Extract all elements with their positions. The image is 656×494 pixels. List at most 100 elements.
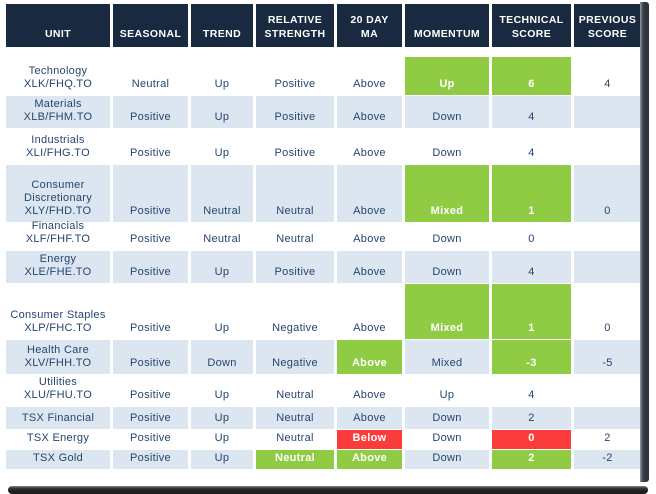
unit-name: Materials: [34, 98, 82, 110]
rs-cell: Negative: [256, 284, 334, 339]
unit-name: Financials: [31, 220, 85, 232]
header-cell-rs: RELATIVE STRENGTH: [256, 4, 334, 47]
unit-cell: Health Care XLV/FHH.TO: [6, 340, 110, 374]
trend-cell: Neutral: [191, 223, 253, 250]
trend-cell: Down: [191, 340, 253, 374]
unit-ticker: XLY/FHD.TO: [24, 205, 92, 217]
rs-cell: Neutral: [256, 430, 334, 449]
table-row: Consumer Staples XLP/FHC.TO Positive Up Nega…: [6, 284, 641, 339]
unit-cell: Industrials XLI/FHG.TO: [6, 129, 110, 164]
ma-cell: Above: [337, 450, 402, 469]
mom-cell: Down: [405, 251, 489, 283]
prev-cell: [574, 223, 641, 250]
mom-cell: Up: [405, 375, 489, 406]
mom-cell: Mixed: [405, 340, 489, 374]
unit-ticker: XLP/FHC.TO: [24, 322, 92, 334]
ma-cell: Above: [337, 48, 402, 95]
prev-cell: [574, 407, 641, 429]
header-label: MA: [360, 28, 379, 40]
ma-cell: Below: [337, 430, 402, 449]
tech-cell: 4: [492, 375, 571, 406]
table-row: Technology XLK/FHQ.TO Neutral Up Positive Abo…: [6, 48, 641, 95]
rs-cell: Neutral: [256, 407, 334, 429]
header-label: STRENGTH: [264, 28, 326, 40]
unit-cell: Financials XLF/FHF.TO: [6, 220, 110, 250]
ma-cell: Above: [337, 284, 402, 339]
header-label: UNIT: [44, 28, 72, 40]
trend-cell: Up: [191, 129, 253, 164]
header-label: RELATIVE: [267, 14, 323, 26]
unit-name: TSX Energy: [26, 432, 90, 444]
prev-cell: [574, 129, 641, 164]
prev-cell: -2: [574, 450, 641, 469]
unit-cell: Technology XLK/FHQ.TO: [6, 48, 110, 95]
header-cell-unit: UNIT: [6, 4, 110, 47]
seasonal-cell: Positive: [113, 165, 188, 222]
tech-cell: 2: [492, 407, 571, 429]
unit-ticker: XLK/FHQ.TO: [23, 78, 93, 90]
window-bottom-bar: [8, 486, 648, 494]
header-label: TREND: [202, 28, 242, 40]
unit-name: TSX Financial: [21, 412, 95, 424]
table-header-row: UNIT SEASONAL TREND RELATIVE STRENGTH 20 DAY M…: [6, 4, 641, 47]
window-right-edge-bar: [640, 2, 649, 482]
trend-cell: Up: [191, 430, 253, 449]
unit-ticker: XLB/FHM.TO: [23, 111, 93, 123]
tech-cell: 0: [492, 430, 571, 449]
table-row: Financials XLF/FHF.TO Positive Neutral Neutr…: [6, 220, 641, 250]
unit-cell: Materials XLB/FHM.TO: [6, 96, 110, 128]
mom-cell: Down: [405, 223, 489, 250]
unit-cell: TSX Gold: [6, 450, 110, 469]
ma-cell: Above: [337, 165, 402, 222]
header-cell-mom: MOMENTUM: [405, 4, 489, 47]
rs-cell: Negative: [256, 340, 334, 374]
table-body: Technology XLK/FHQ.TO Neutral Up Positive Abo…: [6, 48, 641, 469]
seasonal-cell: Positive: [113, 340, 188, 374]
header-label: SEASONAL: [119, 28, 182, 40]
trend-cell: Up: [191, 48, 253, 95]
unit-cell: Energy XLE/FHE.TO: [6, 251, 110, 283]
tech-cell: 6: [492, 48, 571, 95]
mom-cell: Down: [405, 129, 489, 164]
mom-cell: Up: [405, 48, 489, 95]
prev-cell: 0: [574, 165, 641, 222]
seasonal-cell: Neutral: [113, 48, 188, 95]
header-label: PREVIOUS: [578, 14, 637, 26]
trend-cell: Neutral: [191, 165, 253, 222]
prev-cell: [574, 251, 641, 283]
unit-name: Discretionary: [23, 192, 93, 204]
seasonal-cell: Positive: [113, 251, 188, 283]
unit-ticker: XLF/FHF.TO: [25, 233, 91, 245]
ma-cell: Above: [337, 96, 402, 128]
tech-cell: 1: [492, 284, 571, 339]
prev-cell: [574, 96, 641, 128]
seasonal-cell: Positive: [113, 407, 188, 429]
header-cell-seasonal: SEASONAL: [113, 4, 188, 47]
table-row: Utilities XLU/FHU.TO Positive Up Neutral Abov…: [6, 375, 641, 406]
seasonal-cell: Positive: [113, 430, 188, 449]
header-label: SCORE: [511, 28, 552, 40]
ma-cell: Above: [337, 223, 402, 250]
unit-name: Utilities: [38, 376, 78, 388]
table-row: Materials XLB/FHM.TO Positive Up Positive Abo…: [6, 96, 641, 128]
seasonal-cell: Positive: [113, 223, 188, 250]
unit-name: Technology: [28, 65, 88, 77]
trend-cell: Up: [191, 284, 253, 339]
table-row: Consumer Discretionary XLY/FHD.TO Positive N…: [6, 165, 641, 222]
rs-cell: Positive: [256, 48, 334, 95]
unit-name: Energy: [39, 253, 77, 265]
mom-cell: Down: [405, 407, 489, 429]
header-label: MOMENTUM: [413, 28, 481, 40]
header-label: 20 DAY: [350, 14, 389, 26]
mom-cell: Down: [405, 450, 489, 469]
tech-cell: 1: [492, 165, 571, 222]
header-label: TECHNICAL: [499, 14, 564, 26]
ma-cell: Above: [337, 251, 402, 283]
header-cell-trend: TREND: [191, 4, 253, 47]
rs-cell: Neutral: [256, 223, 334, 250]
mom-cell: Down: [405, 430, 489, 449]
prev-cell: [574, 375, 641, 406]
ma-cell: Above: [337, 375, 402, 406]
table-row: TSX Financial Positive Up Neutral Above Down 2: [6, 407, 641, 429]
header-cell-tech: TECHNICAL SCORE: [492, 4, 571, 47]
